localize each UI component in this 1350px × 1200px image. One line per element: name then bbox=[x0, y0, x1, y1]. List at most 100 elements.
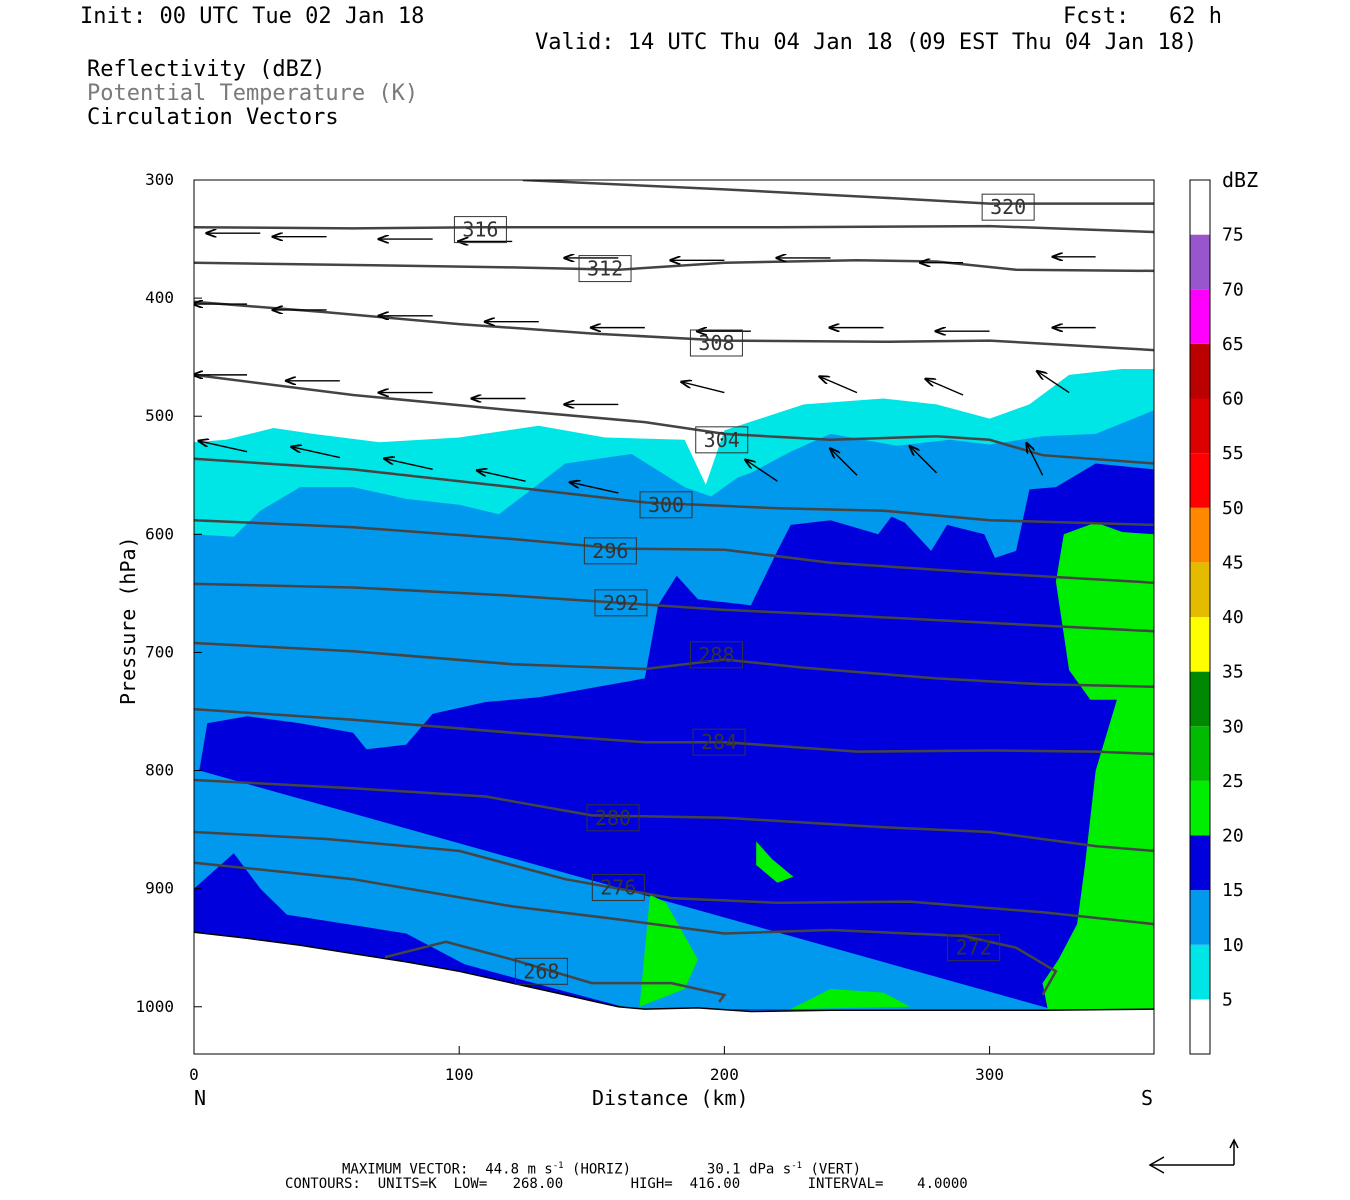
theta-label-box-308 bbox=[689, 329, 743, 357]
theta-label-box-296 bbox=[583, 537, 637, 565]
theta-label-box-320 bbox=[981, 193, 1035, 221]
colorbar-label-20: 20 bbox=[1222, 826, 1244, 847]
theta-contour-268 bbox=[384, 940, 727, 1003]
colorbar-label-50: 50 bbox=[1222, 498, 1244, 519]
theta-label-284: 284 bbox=[701, 730, 737, 754]
theta-label-304: 304 bbox=[704, 428, 740, 452]
x-tick-label-300: 300 bbox=[975, 1065, 1004, 1084]
y-tick-label-1000: 1000 bbox=[135, 997, 174, 1016]
theta-contour-288 bbox=[194, 641, 1154, 688]
circulation-vector bbox=[476, 470, 526, 482]
colorbar-label-65: 65 bbox=[1222, 334, 1244, 355]
circulation-vector bbox=[383, 458, 433, 471]
theta-label-300: 300 bbox=[648, 493, 684, 517]
circulation-vector bbox=[198, 441, 248, 453]
theta-contour-284 bbox=[194, 707, 1154, 756]
dbz-15-region bbox=[194, 463, 1154, 1011]
circulation-vectors bbox=[194, 233, 1096, 494]
contour-labels: 320 316 312 308 304 300 296 292 288 284 280 276 272 2… bbox=[453, 193, 1035, 985]
colorbar-segment bbox=[1190, 562, 1210, 617]
forecast-hour: Fcst: 62 h bbox=[1063, 4, 1222, 29]
theta-label-312: 312 bbox=[587, 257, 623, 281]
theta-label-280: 280 bbox=[595, 806, 631, 830]
colorbar-segment bbox=[1190, 453, 1210, 508]
x-right-label: S bbox=[1141, 1086, 1153, 1110]
colorbar-segment bbox=[1190, 726, 1210, 781]
colorbar-segment bbox=[1190, 343, 1210, 399]
colorbar-label-5: 5 bbox=[1222, 989, 1233, 1010]
theta-contour-292 bbox=[194, 582, 1154, 633]
theta-label-box-272 bbox=[947, 934, 1001, 962]
y-tick-label-800: 800 bbox=[145, 761, 174, 780]
max-vert-unit: -1 bbox=[791, 1161, 803, 1171]
valid-time: Valid: 14 UTC Thu 04 Jan 18 (09 EST Thu … bbox=[535, 30, 1198, 55]
circulation-vector bbox=[818, 376, 858, 394]
circulation-vector bbox=[909, 445, 938, 474]
circulation-vector bbox=[1026, 442, 1044, 476]
colorbar-label-30: 30 bbox=[1222, 716, 1244, 737]
y-tick-label-700: 700 bbox=[145, 642, 174, 661]
field-circulation-vectors: Circulation Vectors bbox=[87, 105, 339, 130]
x-tick-label-200: 200 bbox=[710, 1065, 739, 1084]
max-horiz-unit: -1 bbox=[552, 1161, 564, 1171]
colorbar-label-45: 45 bbox=[1222, 552, 1244, 573]
colorbar-label-55: 55 bbox=[1222, 443, 1244, 464]
y-tick-label-400: 400 bbox=[145, 288, 174, 307]
y-tick-label-900: 900 bbox=[145, 879, 174, 898]
theta-label-276: 276 bbox=[600, 875, 636, 899]
colorbar-label-70: 70 bbox=[1222, 279, 1244, 300]
colorbar-segment bbox=[1190, 999, 1210, 1054]
theta-contour-304 bbox=[194, 373, 1154, 465]
circulation-vector bbox=[680, 382, 725, 394]
colorbar-unit-label: dBZ bbox=[1222, 168, 1258, 192]
theta-contour-316 bbox=[194, 224, 1154, 234]
theta-contour-320 bbox=[522, 180, 1154, 205]
colorbar-label-25: 25 bbox=[1222, 771, 1244, 792]
theta-label-268: 268 bbox=[523, 959, 559, 983]
dbz-20-region bbox=[790, 989, 910, 1010]
colorbar-frame bbox=[1189, 179, 1211, 1055]
circulation-vector bbox=[1036, 371, 1070, 394]
colorbar-segment bbox=[1190, 671, 1210, 727]
theta-contour-272 bbox=[194, 861, 1058, 996]
colorbar-segment bbox=[1190, 780, 1210, 836]
y-tick-label-600: 600 bbox=[145, 524, 174, 543]
theta-contour-312 bbox=[194, 259, 1154, 273]
y-axis-label: Pressure (hPa) bbox=[116, 536, 140, 705]
colorbar-label-40: 40 bbox=[1222, 607, 1244, 628]
theta-contours bbox=[194, 180, 1154, 1003]
theta-label-box-316 bbox=[453, 216, 507, 244]
theta-label-box-304 bbox=[695, 426, 749, 454]
theta-label-320: 320 bbox=[990, 195, 1026, 219]
theta-label-316: 316 bbox=[462, 218, 498, 242]
theta-contour-280 bbox=[194, 778, 1154, 853]
circulation-vector bbox=[829, 448, 858, 476]
max-vector-label: MAXIMUM VECTOR: bbox=[342, 1161, 469, 1178]
theta-label-box-284 bbox=[692, 728, 746, 756]
y-tick-label-500: 500 bbox=[145, 406, 174, 425]
colorbar-segment bbox=[1190, 617, 1210, 672]
theta-label-box-268 bbox=[514, 957, 568, 985]
x-tick-label-100: 100 bbox=[445, 1065, 474, 1084]
theta-label-272: 272 bbox=[956, 936, 992, 960]
max-vert-value: 30.1 dPa s bbox=[706, 1161, 792, 1178]
colorbar-label-35: 35 bbox=[1222, 662, 1244, 683]
dbz-20-region bbox=[639, 894, 698, 1007]
surface-line bbox=[194, 931, 1154, 1013]
x-axis-label: Distance (km) bbox=[592, 1086, 749, 1110]
max-horiz-tag: (HORIZ) bbox=[572, 1161, 632, 1178]
theta-label-box-280 bbox=[586, 804, 640, 832]
colorbar-segment bbox=[1190, 890, 1210, 945]
max-vector-line: MAXIMUM VECTOR: 44.8 m s-1 (HORIZ) 30.1 … bbox=[342, 1158, 861, 1178]
theta-label-288: 288 bbox=[698, 643, 734, 667]
theta-label-box-292 bbox=[594, 589, 648, 617]
theta-label-box-276 bbox=[591, 873, 645, 901]
contours-info: CONTOURS: UNITS=K LOW= 268.00 HIGH= 416.… bbox=[285, 1176, 968, 1192]
field-potential-temperature: Potential Temperature (K) bbox=[87, 81, 419, 106]
plot-frame bbox=[193, 179, 1155, 1055]
terrain bbox=[194, 931, 1154, 1054]
colorbar: 5 10 15 20 25 30 35 40 45 50 55 60 65 70 75 bbox=[1189, 179, 1244, 1055]
colorbar-segment bbox=[1190, 398, 1210, 454]
circulation-vector bbox=[744, 459, 778, 482]
